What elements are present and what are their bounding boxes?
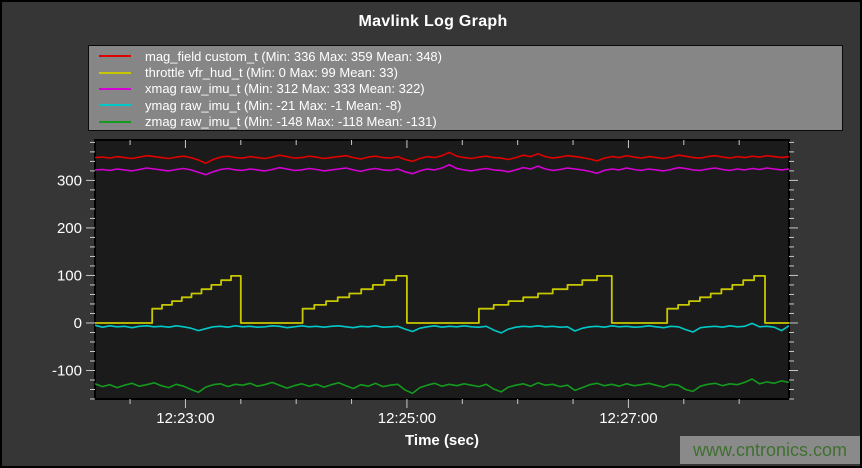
legend-line-swatch — [99, 71, 131, 74]
legend-item-xmag: xmag raw_imu_t (Min: 312 Max: 333 Mean: … — [89, 81, 842, 97]
series-line-throttle — [95, 274, 789, 324]
axis-ticks — [86, 140, 798, 408]
y-tick-label: 0 — [74, 315, 82, 332]
legend-label: ymag raw_imu_t (Min: -21 Max: -1 Mean: -… — [145, 97, 402, 113]
series-line-zmag — [95, 378, 789, 395]
legend-item-mag_field: mag_field custom_t (Min: 336 Max: 359 Me… — [89, 48, 842, 64]
legend-label: zmag raw_imu_t (Min: -148 Max: -118 Mean… — [145, 114, 437, 130]
legend-line-swatch — [99, 55, 131, 58]
y-tick-label: 300 — [57, 172, 82, 189]
watermark: www.cntronics.com — [679, 436, 860, 464]
chart-title: Mavlink Log Graph — [358, 13, 508, 30]
y-tick-label: 100 — [57, 267, 82, 284]
series-line-ymag — [95, 322, 789, 334]
legend-label: throttle vfr_hud_t (Min: 0 Max: 99 Mean:… — [145, 65, 398, 81]
legend-item-ymag: ymag raw_imu_t (Min: -21 Max: -1 Mean: -… — [89, 97, 842, 113]
x-axis-title: Time (sec) — [405, 432, 479, 449]
y-axis-tick-labels: -100 0 100 200 300 — [52, 172, 82, 379]
legend-item-throttle: throttle vfr_hud_t (Min: 0 Max: 99 Mean:… — [89, 64, 842, 80]
legend-box: mag_field custom_t (Min: 336 Max: 359 Me… — [88, 45, 843, 131]
x-tick-label: 12:25:00 — [378, 410, 436, 427]
x-axis-tick-labels: 12:23:00 12:25:00 12:27:00 — [156, 410, 657, 427]
series-line-xmag — [95, 163, 789, 176]
legend-line-swatch — [99, 104, 131, 107]
plot-background — [94, 139, 790, 400]
y-tick-label: 200 — [57, 220, 82, 237]
x-tick-label: 12:27:00 — [599, 410, 657, 427]
legend-label: mag_field custom_t (Min: 336 Max: 359 Me… — [145, 48, 442, 64]
legend-label: xmag raw_imu_t (Min: 312 Max: 333 Mean: … — [145, 81, 425, 97]
legend-line-swatch — [99, 120, 131, 123]
legend-item-zmag: zmag raw_imu_t (Min: -148 Max: -118 Mean… — [89, 114, 842, 130]
series-lines — [95, 151, 789, 395]
series-line-mag_field — [95, 151, 789, 165]
x-tick-label: 12:23:00 — [156, 410, 214, 427]
legend-line-swatch — [99, 87, 131, 90]
y-tick-label: -100 — [52, 362, 82, 379]
watermark-text: www.cntronics.com — [692, 439, 847, 460]
